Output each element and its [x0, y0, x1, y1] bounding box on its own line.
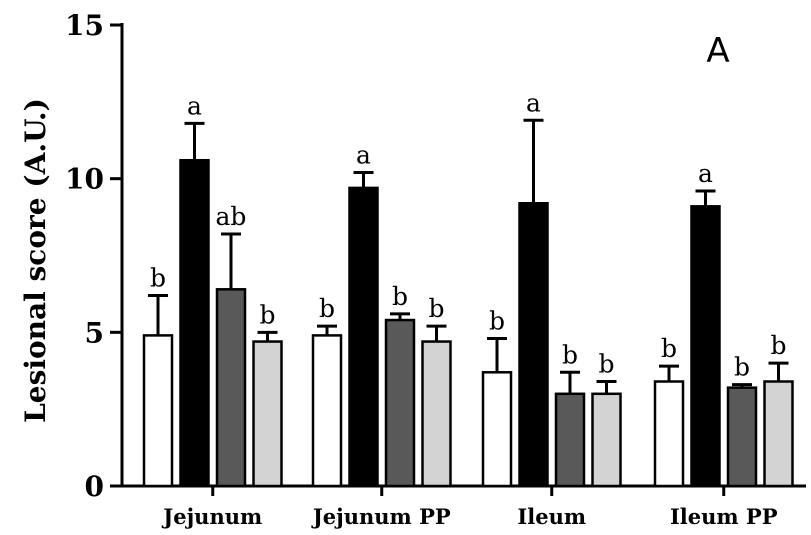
- bar: [215, 288, 247, 488]
- bar: [481, 371, 513, 488]
- y-tick-label: 0: [85, 470, 104, 503]
- significance-label: a: [187, 91, 202, 120]
- y-axis-label: Lesional score (A.U.): [19, 98, 52, 423]
- bar: [763, 380, 794, 488]
- bar: [726, 386, 758, 488]
- significance-label: a: [698, 159, 713, 188]
- bar: [384, 318, 416, 488]
- bar: [690, 205, 721, 488]
- x-tick-label: Ileum PP: [670, 504, 778, 529]
- bar: [421, 340, 452, 488]
- y-tick-label: 15: [65, 9, 104, 42]
- bar: [653, 380, 685, 488]
- significance-label: b: [661, 334, 677, 363]
- panel-label: A: [706, 31, 729, 71]
- significance-label: b: [598, 350, 614, 379]
- bar: [179, 158, 210, 488]
- bar: [348, 186, 379, 488]
- x-tick-label: Jejunum PP: [311, 504, 451, 529]
- y-tick-label: 10: [65, 163, 104, 196]
- significance-label: b: [392, 282, 408, 311]
- y-tick-label: 5: [85, 316, 104, 349]
- significance-label: b: [150, 263, 166, 292]
- bar: [518, 202, 549, 488]
- significance-label: b: [259, 300, 275, 329]
- bar: [311, 334, 343, 488]
- significance-label: b: [319, 294, 335, 323]
- significance-label: b: [734, 353, 750, 382]
- bars: [142, 118, 794, 488]
- x-tick-label: Ileum: [517, 504, 586, 529]
- bar: [554, 392, 586, 488]
- significance-label: b: [770, 331, 786, 360]
- significance-label: a: [356, 141, 371, 170]
- bar: [252, 340, 283, 488]
- significance-label: a: [526, 88, 541, 117]
- significance-label: b: [428, 294, 444, 323]
- significance-label: ab: [216, 202, 247, 231]
- bar: [142, 334, 174, 488]
- bar: [591, 392, 622, 488]
- x-tick-label: Jejunum: [161, 504, 262, 529]
- significance-label: b: [489, 306, 505, 335]
- significance-label: b: [562, 340, 578, 369]
